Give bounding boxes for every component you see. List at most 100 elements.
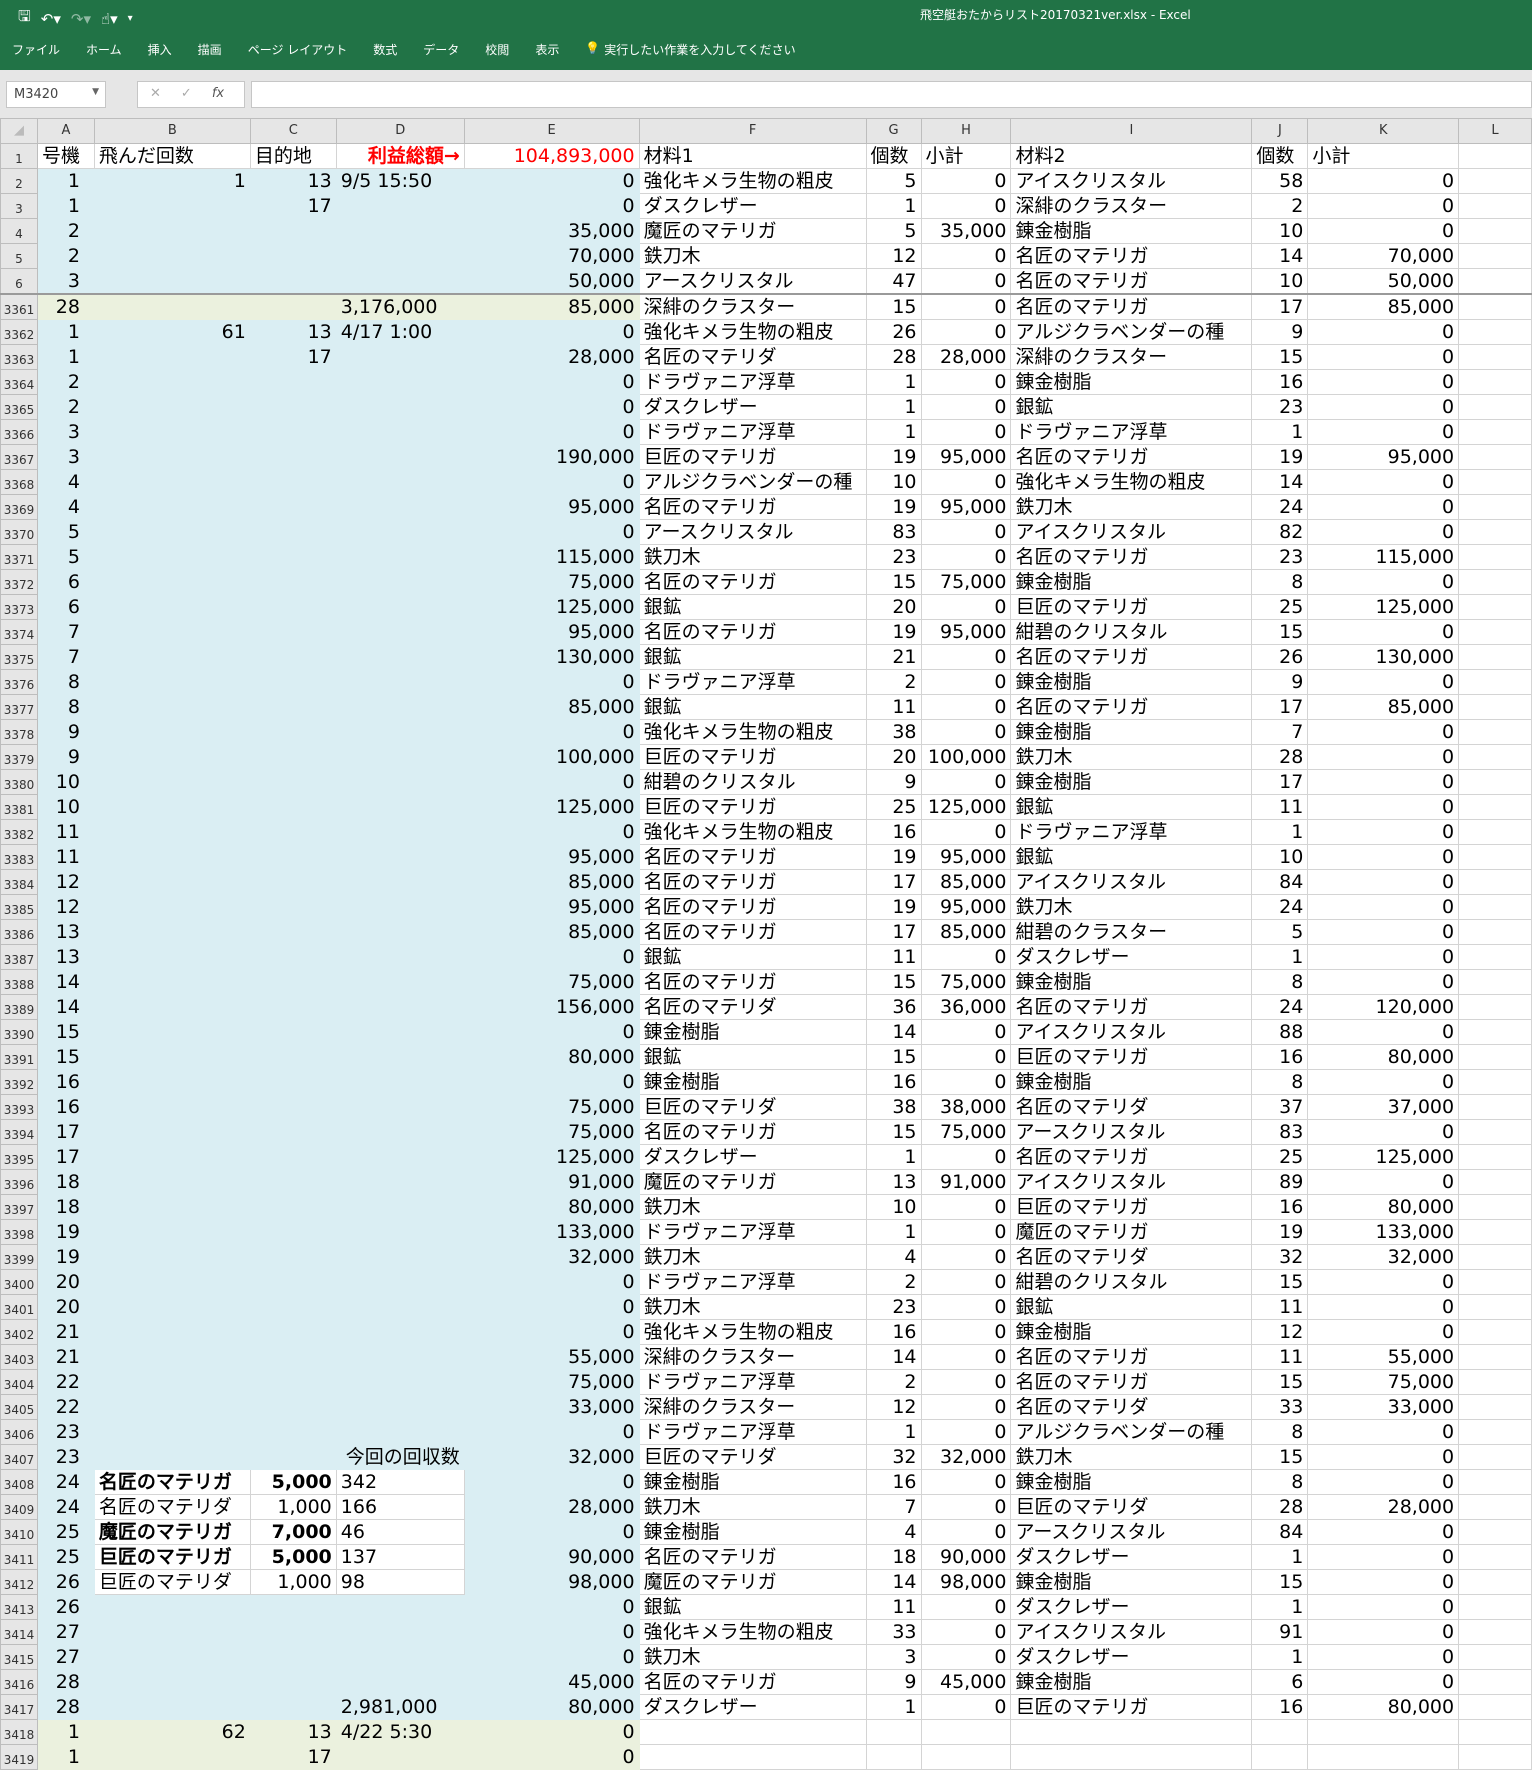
cell-destination[interactable]: 13 — [249, 319, 337, 345]
cell-flight-count[interactable] — [93, 1419, 251, 1445]
column-header-l[interactable]: L — [1458, 118, 1532, 144]
cell-destination[interactable] — [249, 1169, 337, 1195]
cell-subtotal1[interactable]: 0 — [920, 1294, 1012, 1320]
cell-machine-no[interactable]: 7 — [36, 619, 95, 645]
cell-subtotal1[interactable]: 0 — [920, 719, 1012, 745]
cell-date-total[interactable] — [335, 1644, 465, 1670]
cell-destination[interactable]: 1,000 — [249, 1569, 337, 1595]
cell-material2[interactable]: 錬金樹脂 — [1010, 1319, 1253, 1345]
cell-qty1[interactable]: 15 — [865, 969, 922, 995]
cell-date-total[interactable] — [335, 1269, 465, 1295]
cell-material2[interactable]: 錬金樹脂 — [1010, 1669, 1253, 1695]
cell-material2[interactable]: ダスクレザー — [1010, 1544, 1253, 1570]
cell-date-total[interactable] — [335, 844, 465, 870]
cell-qty1[interactable]: 1 — [865, 394, 922, 420]
cell-flight-count[interactable] — [93, 1669, 251, 1695]
column-header-i[interactable]: I — [1010, 118, 1253, 144]
cell-material2[interactable]: 名匠のマテリガ — [1010, 694, 1253, 720]
cell-destination[interactable] — [249, 594, 337, 620]
cell-subtotal2[interactable]: 0 — [1307, 1669, 1460, 1695]
cell-flight-count[interactable] — [93, 569, 251, 595]
cell-machine-no[interactable]: 27 — [36, 1644, 95, 1670]
cell-machine-no[interactable]: 1 — [36, 193, 95, 219]
cell-material1[interactable]: 鉄刀木 — [638, 1244, 867, 1270]
cell-material2[interactable]: 名匠のマテリガ — [1010, 444, 1253, 470]
cell-qty1[interactable]: 38 — [865, 719, 922, 745]
cell-profit[interactable]: 0 — [463, 319, 640, 345]
cell-qty1[interactable]: 7 — [865, 1494, 922, 1520]
row-header[interactable]: 4 — [0, 218, 38, 244]
cell-machine-no[interactable]: 2 — [36, 394, 95, 420]
cell-flight-count[interactable] — [93, 894, 251, 920]
cell-destination[interactable] — [249, 694, 337, 720]
cell-qty1[interactable]: 16 — [865, 819, 922, 845]
cell-qty2[interactable]: 24 — [1251, 894, 1309, 920]
cell-col-l[interactable] — [1458, 1744, 1532, 1770]
cell-date-total[interactable] — [335, 243, 465, 269]
cell-date-total[interactable] — [335, 494, 465, 520]
cell-flight-count[interactable] — [93, 1144, 251, 1170]
cell-material1[interactable]: 名匠のマテリダ — [638, 994, 867, 1020]
row-header[interactable]: 3414 — [0, 1619, 38, 1645]
cell-subtotal2[interactable]: 0 — [1307, 844, 1460, 870]
row-header[interactable]: 3397 — [0, 1194, 38, 1220]
row-header[interactable]: 3382 — [0, 819, 38, 845]
cell-profit[interactable]: 45,000 — [463, 1669, 640, 1695]
cell-flight-count[interactable]: 名匠のマテリダ — [93, 1494, 251, 1520]
tab-data[interactable]: データ — [423, 43, 460, 57]
cell-subtotal2[interactable]: 0 — [1307, 1469, 1460, 1495]
cell-qty2[interactable] — [1251, 1719, 1309, 1745]
cell-subtotal1[interactable]: 0 — [920, 469, 1012, 495]
cell-qty1[interactable]: 16 — [865, 1469, 922, 1495]
cell-date-total[interactable] — [335, 1394, 465, 1420]
cell-col-l[interactable] — [1458, 369, 1532, 395]
cell-flight-count[interactable] — [93, 369, 251, 395]
cell-flight-count[interactable] — [93, 1369, 251, 1395]
cell-qty1[interactable]: 19 — [865, 844, 922, 870]
chevron-down-icon[interactable]: ▼ — [92, 87, 99, 97]
cell-machine-no[interactable]: 3 — [36, 268, 95, 295]
cell-subtotal1[interactable]: 75,000 — [920, 1119, 1012, 1145]
cell-date-total[interactable] — [335, 1669, 465, 1695]
tab-draw[interactable]: 描画 — [197, 43, 222, 57]
cell-qty1[interactable]: 9 — [865, 769, 922, 795]
cell-col-l[interactable] — [1458, 644, 1532, 670]
cell-profit[interactable]: 130,000 — [463, 644, 640, 670]
cell-date-total[interactable] — [335, 1344, 465, 1370]
row-header[interactable]: 3391 — [0, 1044, 38, 1070]
cell-subtotal2[interactable] — [1307, 1719, 1460, 1745]
header-subtotal1[interactable]: 小計 — [920, 143, 1012, 169]
cell-col-l[interactable] — [1458, 1269, 1532, 1295]
cell-qty2[interactable]: 82 — [1251, 519, 1309, 545]
column-header-j[interactable]: J — [1251, 118, 1309, 144]
cell-profit[interactable]: 100,000 — [463, 744, 640, 770]
cell-machine-no[interactable]: 28 — [36, 1669, 95, 1695]
cell-subtotal2[interactable]: 0 — [1307, 1169, 1460, 1195]
cell-qty1[interactable]: 36 — [865, 994, 922, 1020]
cell-profit[interactable]: 0 — [463, 1294, 640, 1320]
cell-flight-count[interactable] — [93, 419, 251, 445]
cell-flight-count[interactable] — [93, 1094, 251, 1120]
cell-date-total[interactable]: 98 — [335, 1569, 465, 1595]
cell-date-total[interactable] — [335, 694, 465, 720]
row-header[interactable]: 3416 — [0, 1669, 38, 1695]
row-header[interactable]: 3381 — [0, 794, 38, 820]
cell-machine-no[interactable]: 17 — [36, 1119, 95, 1145]
cell-machine-no[interactable]: 4 — [36, 494, 95, 520]
cell-destination[interactable] — [249, 1594, 337, 1620]
cell-flight-count[interactable] — [93, 444, 251, 470]
cell-date-total[interactable] — [335, 644, 465, 670]
cell-material2[interactable]: 銀鉱 — [1010, 1294, 1253, 1320]
cell-subtotal1[interactable]: 0 — [920, 1394, 1012, 1420]
cell-col-l[interactable] — [1458, 719, 1532, 745]
cell-material1[interactable]: アースクリスタル — [638, 268, 867, 295]
cell-qty2[interactable]: 8 — [1251, 1469, 1309, 1495]
cell-date-total[interactable] — [335, 594, 465, 620]
cell-flight-count[interactable] — [93, 1069, 251, 1095]
cell-machine-no[interactable]: 5 — [36, 544, 95, 570]
cell-profit[interactable]: 0 — [463, 1744, 640, 1770]
cell-material2[interactable]: 名匠のマテリガ — [1010, 1369, 1253, 1395]
cell-subtotal1[interactable]: 0 — [920, 1144, 1012, 1170]
cell-subtotal2[interactable]: 0 — [1307, 344, 1460, 370]
cell-qty2[interactable]: 9 — [1251, 319, 1309, 345]
